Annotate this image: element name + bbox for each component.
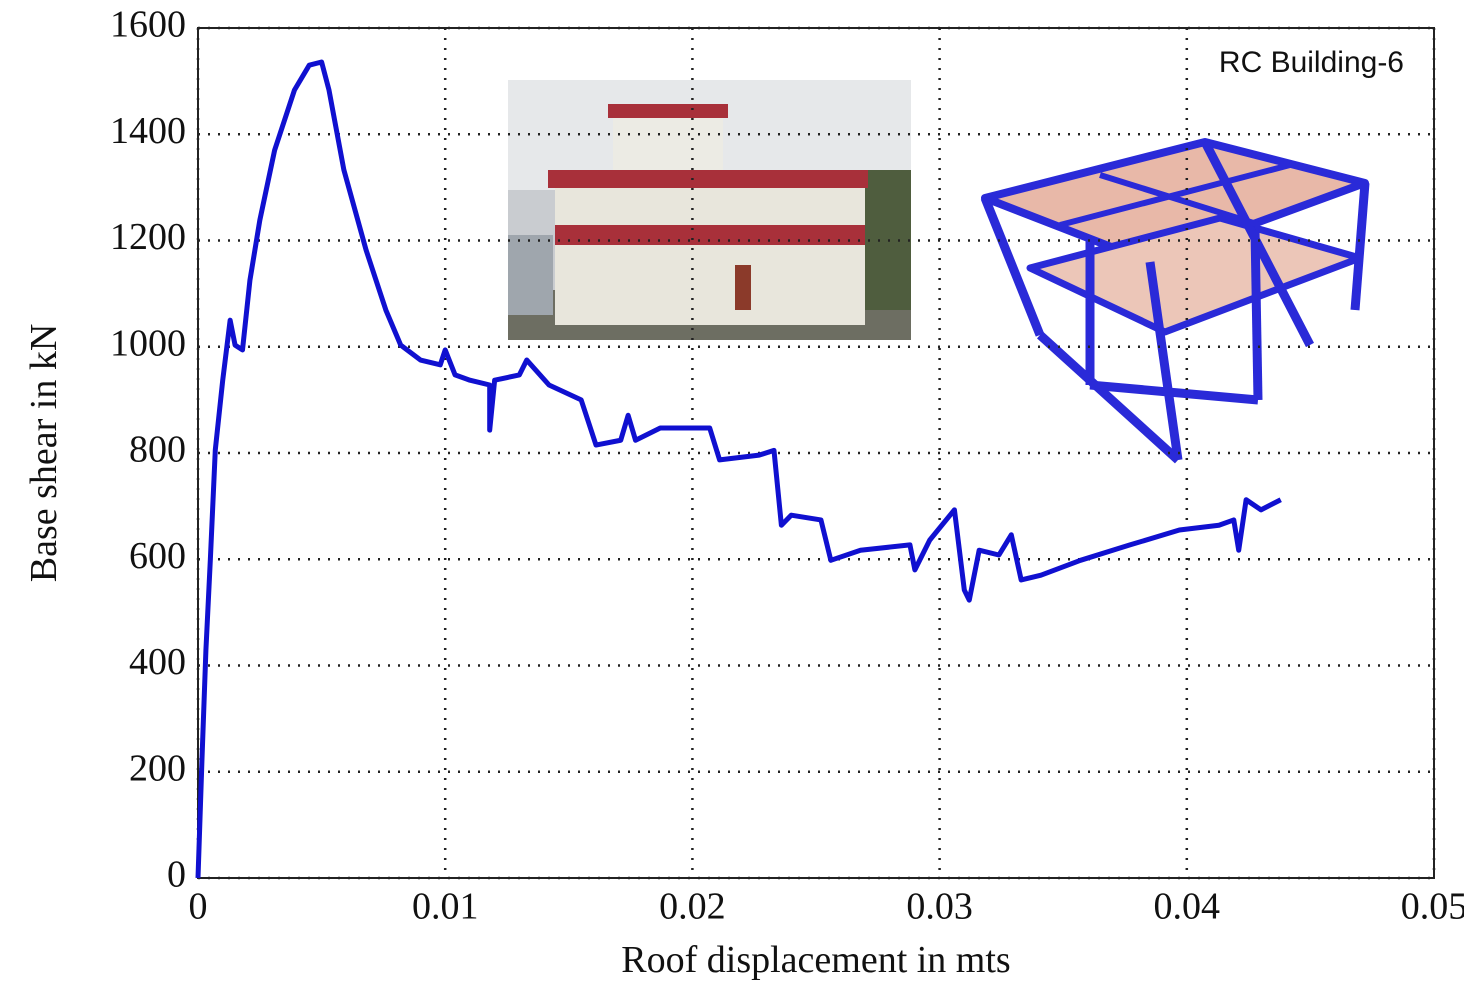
y-tick-label: 400	[129, 641, 186, 683]
y-tick-label: 200	[129, 747, 186, 789]
building-photo	[508, 80, 911, 340]
y-axis-label: Base shear in kN	[23, 324, 65, 583]
y-tick-label: 600	[129, 535, 186, 577]
y-tick-label: 1200	[110, 216, 186, 258]
x-tick-label: 0.04	[1154, 886, 1221, 928]
x-tick-label: 0	[189, 886, 208, 928]
y-tick-label: 0	[167, 854, 186, 896]
y-tick-label: 1400	[110, 110, 186, 152]
page: {"chart_data": {"type": "line", "xlabel"…	[0, 0, 1464, 990]
annotation: RC Building-6	[1219, 46, 1404, 79]
x-tick-label: 0.03	[906, 886, 973, 928]
structural-model	[985, 142, 1365, 460]
chart: Roof displacement in mts Base shear in k…	[0, 0, 1464, 990]
y-tick-label: 1000	[110, 322, 186, 364]
x-axis-label: Roof displacement in mts	[621, 939, 1010, 981]
x-tick-label: 0.01	[412, 886, 479, 928]
x-tick-label: 0.05	[1401, 886, 1464, 928]
y-tick-label: 1600	[110, 4, 186, 46]
x-tick-label: 0.02	[659, 886, 726, 928]
y-tick-label: 800	[129, 429, 186, 471]
